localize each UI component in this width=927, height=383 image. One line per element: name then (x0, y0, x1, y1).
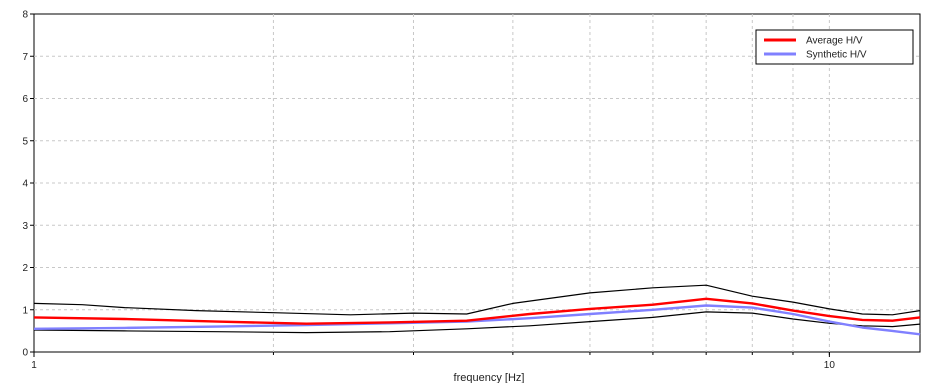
y-tick-label: 2 (22, 263, 28, 274)
y-tick-label: 5 (22, 136, 28, 147)
legend-box (755, 29, 914, 65)
series-group (33, 284, 921, 336)
legend: Average H/V Synthetic H/V (755, 29, 914, 65)
x-tick-label: 1 (31, 360, 37, 371)
series-line-synthetic-h-v (33, 304, 921, 336)
legend-label: Average H/V (806, 36, 863, 47)
y-tick-label: 3 (22, 221, 28, 232)
y-tick-label: 1 (22, 305, 28, 316)
legend-label: Synthetic H/V (806, 50, 867, 61)
series-line-average-h-v (33, 297, 921, 325)
y-tick-label: 8 (22, 10, 28, 21)
y-tick-label: 7 (22, 52, 28, 63)
x-tick-label: 10 (824, 360, 836, 371)
y-tick-label: 0 (22, 348, 28, 359)
x-axis-label: frequency [Hz] (454, 372, 525, 383)
y-tick-label: 6 (22, 94, 28, 105)
std-bound-line (33, 284, 921, 316)
y-tick-label: 4 (22, 179, 28, 190)
